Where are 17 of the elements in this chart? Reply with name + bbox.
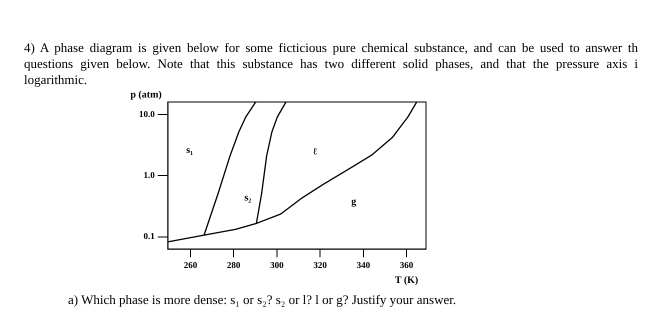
y-tick-label: 0.1: [144, 231, 156, 242]
y-axis-title: p (atm): [130, 90, 162, 101]
x-tick-label: 280: [226, 260, 241, 270]
x-axis-title: T (K): [394, 274, 418, 286]
x-tick-label: 340: [356, 260, 371, 270]
y-tick-label: 10.0: [139, 108, 156, 119]
annotation: s₁: [186, 145, 194, 156]
annotation: g: [351, 196, 356, 208]
annotation: ℓ: [313, 146, 318, 158]
x-tick-label: 300: [270, 260, 284, 270]
x-tick-label: 320: [313, 260, 328, 270]
x-tick-label: 260: [184, 260, 198, 270]
x-tick-label: 360: [400, 260, 414, 270]
annotation: s₂: [244, 192, 252, 204]
text: a) Which phase is more dense: s₁ or s₂? s₂ or l? l or g? Justify your answer.: [67, 292, 458, 308]
y-tick-label: 1.0: [144, 170, 156, 180]
chart-title: 4) A phase diagram is given below for some ficticious pure chemical substance, and can be used to answer th questions given below. Note that this substance has two different solid phases, and that the pressure axis i logarithmic.: [23, 39, 638, 88]
